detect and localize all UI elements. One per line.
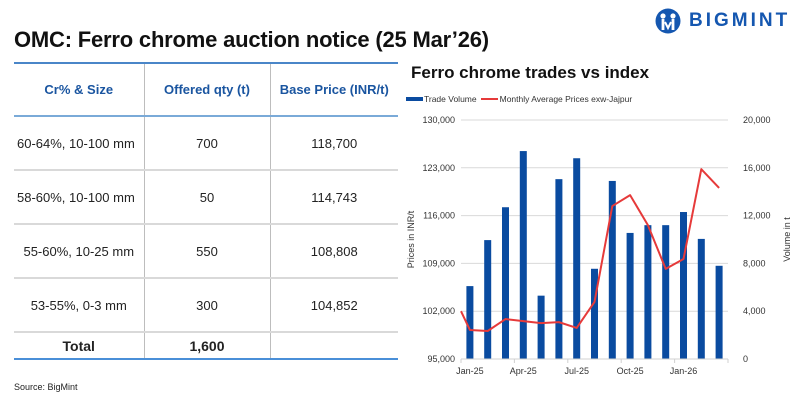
volume-bars <box>466 151 723 359</box>
volume-bar <box>662 225 670 359</box>
legend-line-swatch <box>480 98 498 100</box>
table-row: 55-60%, 10-25 mm 550 108,808 <box>14 224 398 279</box>
left-axis-tick: 116,000 <box>423 211 455 221</box>
left-axis-tick: 123,000 <box>422 163 455 173</box>
cell-price: 114,743 <box>269 170 398 225</box>
x-axis-tick: Oct-25 <box>617 366 644 376</box>
table-row: 58-60%, 10-100 mm 50 114,743 <box>14 170 398 225</box>
x-axis-tick: Jul-25 <box>564 366 589 376</box>
volume-bar <box>573 158 581 359</box>
price-line-path <box>460 168 720 333</box>
price-line <box>460 168 720 333</box>
chart-title: Ferro chrome trades vs index <box>411 63 650 82</box>
total-qty: 1,600 <box>143 332 270 360</box>
total-label: Total <box>14 332 144 360</box>
cell-price: 108,808 <box>269 224 398 279</box>
column-header: Base Price (INR/t) <box>269 62 398 117</box>
left-axis-tick: 102,000 <box>422 306 455 316</box>
volume-bar <box>484 240 492 359</box>
volume-bar <box>680 212 687 359</box>
legend-label-volume: Trade Volume <box>424 94 477 104</box>
cell-qty: 550 <box>143 224 270 279</box>
left-axis-tick: 95,000 <box>427 354 455 364</box>
volume-bar <box>502 207 509 359</box>
cell-grade: 55-60%, 10-25 mm <box>14 224 144 279</box>
total-price <box>269 332 398 360</box>
cell-qty: 50 <box>143 170 270 225</box>
legend-bar-swatch <box>406 97 423 101</box>
right-axis-tick: 12,000 <box>743 211 771 221</box>
cell-price: 118,700 <box>269 116 398 171</box>
combo-chart: 130,000 20,000 123,000 16,000 116,000 12,000 1… <box>406 115 792 376</box>
page-title: OMC: Ferro chrome auction notice (25 Mar… <box>14 27 489 52</box>
right-axis-tick: 0 <box>743 354 748 364</box>
volume-bar <box>555 179 563 359</box>
volume-bar <box>591 268 598 359</box>
cell-qty: 700 <box>143 116 270 171</box>
table-header-row: Cr% & Size Offered qty (t) Base Price (I… <box>14 62 398 117</box>
table-row: 60-64%, 10-100 mm 700 118,700 <box>14 116 398 171</box>
column-header: Cr% & Size <box>14 62 144 117</box>
chart-legend: Trade Volume Monthly Average Prices exw-… <box>406 94 632 104</box>
right-axis-label: Volume in t <box>782 217 792 262</box>
source-note: Source: BigMint <box>14 382 78 392</box>
bigmint-logo-icon <box>655 8 681 34</box>
volume-bar <box>519 151 527 359</box>
right-axis-tick: 8,000 <box>743 258 766 268</box>
chart-axes: 130,000 20,000 123,000 16,000 116,000 12,000 1… <box>406 115 792 376</box>
bigmint-logo: BIGMINT <box>655 8 790 34</box>
x-axis-tick: Jan-26 <box>670 366 698 376</box>
legend-label-price: Monthly Average Prices exw-Jajpur <box>499 94 633 104</box>
cell-qty: 300 <box>143 278 270 333</box>
volume-bar <box>715 265 723 359</box>
left-axis-label: Prices in INR/t <box>406 210 416 268</box>
cell-grade: 60-64%, 10-100 mm <box>14 116 144 171</box>
x-axis-tick: Apr-25 <box>510 366 537 376</box>
right-axis-tick: 4,000 <box>743 306 766 316</box>
left-axis-tick: 130,000 <box>422 115 455 125</box>
cell-grade: 58-60%, 10-100 mm <box>14 170 144 225</box>
x-axis-tick: Jan-25 <box>456 366 484 376</box>
left-axis-tick: 109,000 <box>422 258 455 268</box>
cell-price: 104,852 <box>269 278 398 333</box>
right-axis-tick: 20,000 <box>743 115 771 125</box>
volume-bar <box>608 180 616 359</box>
auction-table: Cr% & Size Offered qty (t) Base Price (I… <box>14 62 398 360</box>
column-header: Offered qty (t) <box>143 62 270 117</box>
table-row: 53-55%, 0-3 mm 300 104,852 <box>14 278 398 333</box>
logo-text: BIGMINT <box>689 10 791 31</box>
cell-grade: 53-55%, 0-3 mm <box>14 278 144 333</box>
volume-bar <box>537 295 545 359</box>
volume-bar <box>626 232 634 359</box>
right-axis-tick: 16,000 <box>743 163 771 173</box>
volume-bar <box>644 225 652 359</box>
table-total-row: Total 1,600 <box>14 332 398 360</box>
volume-bar <box>466 286 474 359</box>
volume-bar <box>697 238 705 359</box>
